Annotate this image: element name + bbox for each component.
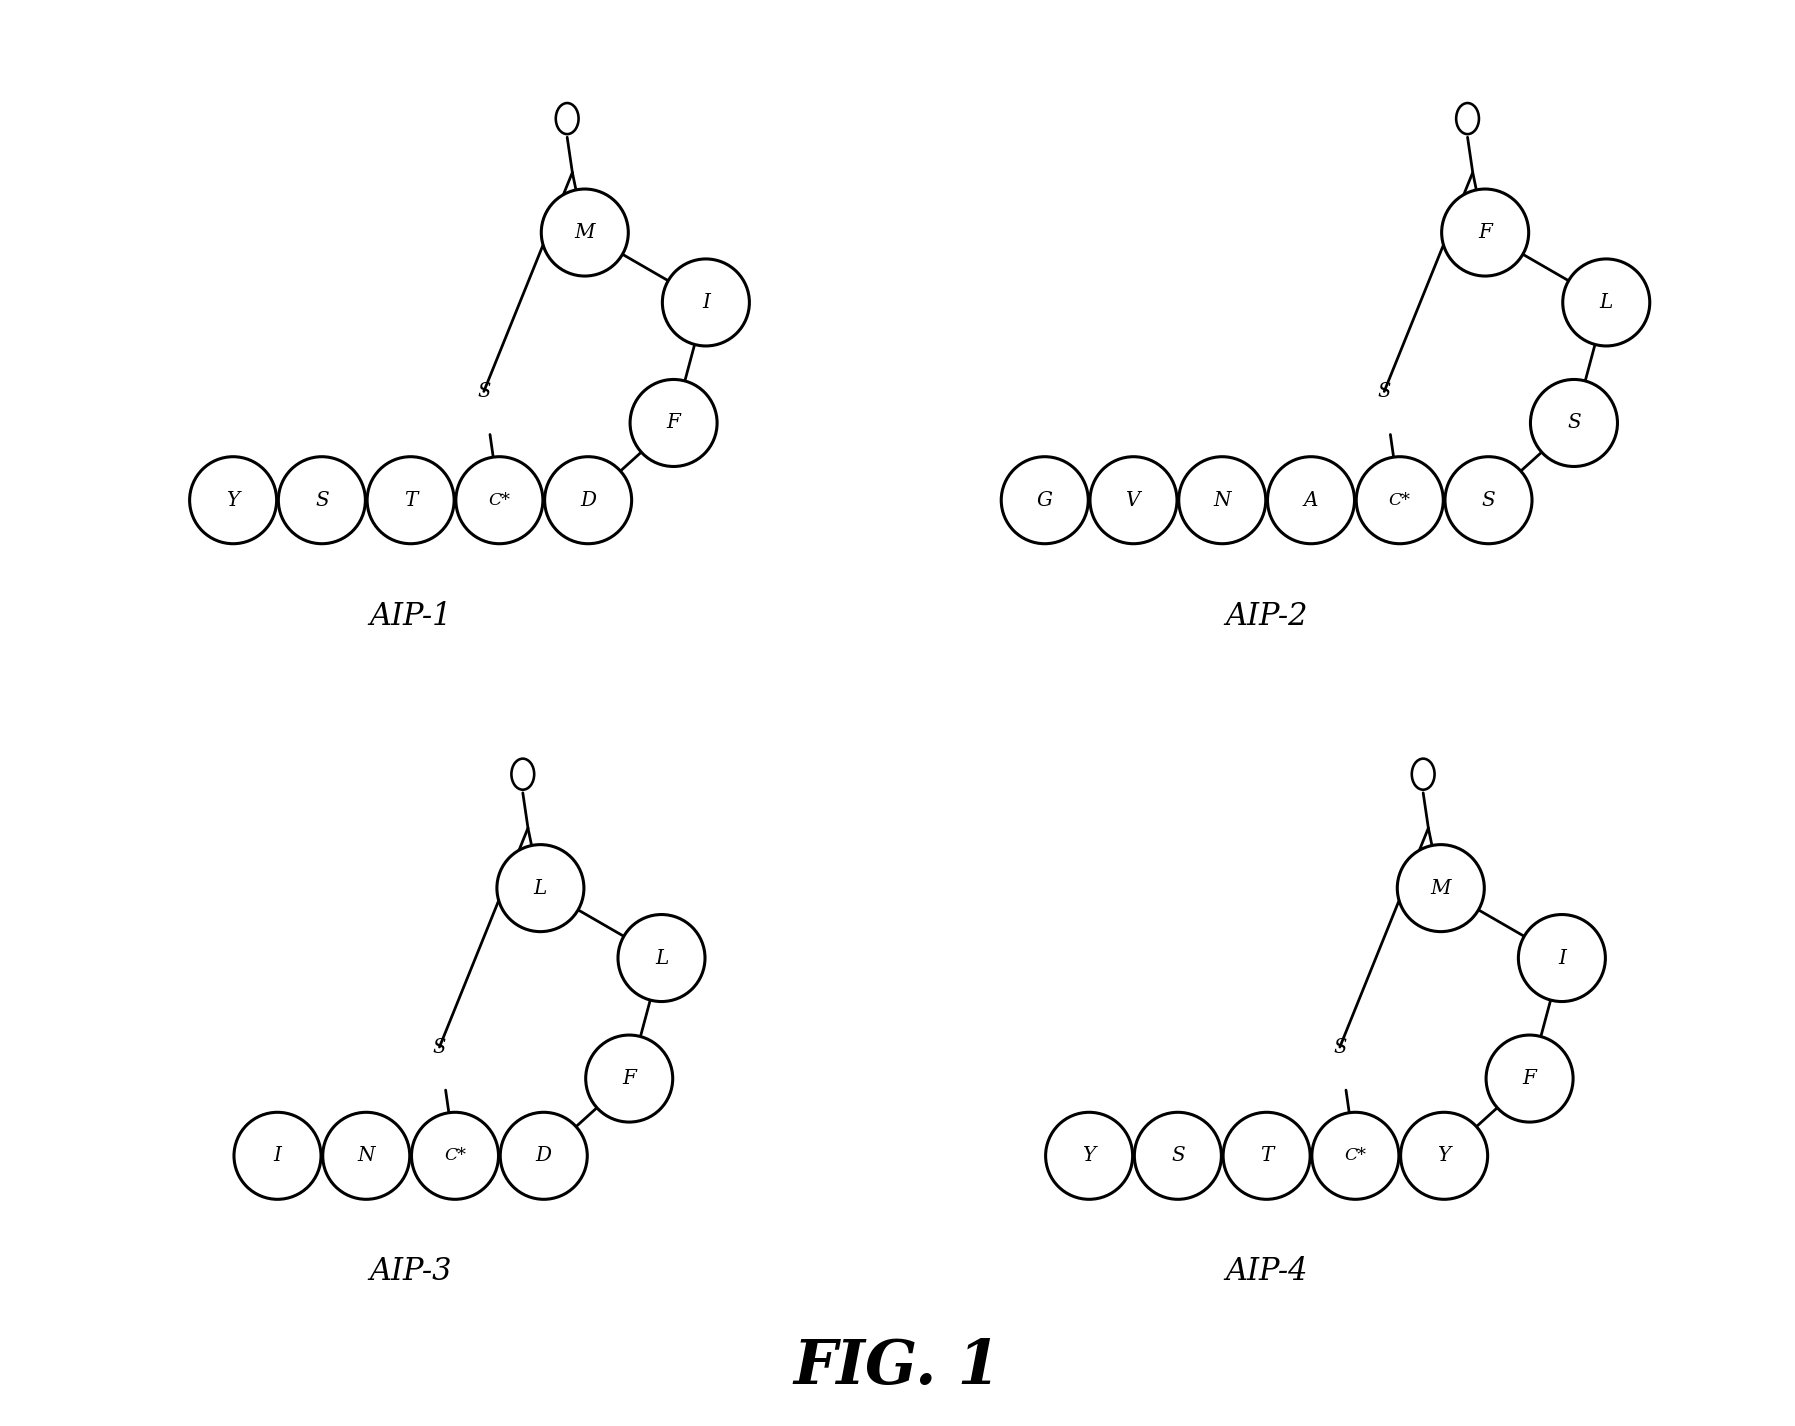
Text: M: M xyxy=(1431,878,1450,897)
Text: S: S xyxy=(314,491,328,509)
Text: D: D xyxy=(580,491,596,509)
Circle shape xyxy=(233,1112,321,1199)
Circle shape xyxy=(368,456,454,543)
Text: AIP-4: AIP-4 xyxy=(1226,1256,1309,1288)
Circle shape xyxy=(278,456,366,543)
Circle shape xyxy=(1002,456,1088,543)
Circle shape xyxy=(630,379,716,466)
Circle shape xyxy=(501,1112,587,1199)
Text: S: S xyxy=(433,1038,447,1057)
Text: F: F xyxy=(1522,1070,1537,1088)
Text: M: M xyxy=(574,222,594,242)
Circle shape xyxy=(1486,1035,1572,1122)
Circle shape xyxy=(1563,260,1650,347)
Circle shape xyxy=(190,456,276,543)
Text: AIP-3: AIP-3 xyxy=(370,1256,452,1288)
Circle shape xyxy=(1046,1112,1133,1199)
Text: N: N xyxy=(357,1147,375,1165)
Circle shape xyxy=(1312,1112,1398,1199)
Circle shape xyxy=(1134,1112,1221,1199)
Circle shape xyxy=(323,1112,409,1199)
Circle shape xyxy=(1441,190,1529,277)
Text: L: L xyxy=(533,878,547,897)
Circle shape xyxy=(585,1035,673,1122)
Text: I: I xyxy=(1558,948,1565,967)
Text: FIG. 1: FIG. 1 xyxy=(793,1338,1002,1397)
Text: S: S xyxy=(1334,1038,1346,1057)
Text: I: I xyxy=(702,292,709,312)
Circle shape xyxy=(1357,456,1443,543)
Text: C*: C* xyxy=(1344,1148,1366,1164)
Circle shape xyxy=(1397,844,1484,931)
Text: I: I xyxy=(273,1147,282,1165)
Text: Y: Y xyxy=(1438,1147,1450,1165)
Text: Y: Y xyxy=(226,491,241,509)
Text: F: F xyxy=(666,414,680,432)
Circle shape xyxy=(542,190,628,277)
Circle shape xyxy=(1179,456,1265,543)
Text: S: S xyxy=(477,382,490,401)
Circle shape xyxy=(544,456,632,543)
Circle shape xyxy=(1519,914,1605,1001)
Text: S: S xyxy=(1567,414,1581,432)
Text: S: S xyxy=(1481,491,1495,509)
Circle shape xyxy=(1090,456,1178,543)
Text: L: L xyxy=(1599,292,1614,312)
Circle shape xyxy=(1400,1112,1488,1199)
Text: AIP-2: AIP-2 xyxy=(1226,600,1309,632)
Circle shape xyxy=(662,260,749,347)
Text: C*: C* xyxy=(1389,492,1411,509)
Text: C*: C* xyxy=(443,1148,467,1164)
Text: T: T xyxy=(1260,1147,1273,1165)
Text: D: D xyxy=(535,1147,551,1165)
Circle shape xyxy=(617,914,705,1001)
Circle shape xyxy=(1222,1112,1310,1199)
Text: C*: C* xyxy=(488,492,510,509)
Text: N: N xyxy=(1213,491,1231,509)
Text: S: S xyxy=(1170,1147,1185,1165)
Circle shape xyxy=(1531,379,1617,466)
Text: S: S xyxy=(1377,382,1391,401)
Circle shape xyxy=(456,456,542,543)
Circle shape xyxy=(411,1112,499,1199)
Circle shape xyxy=(1445,456,1531,543)
Text: L: L xyxy=(655,948,668,967)
Text: T: T xyxy=(404,491,416,509)
Text: F: F xyxy=(1479,222,1492,242)
Circle shape xyxy=(497,844,583,931)
Text: AIP-1: AIP-1 xyxy=(370,600,452,632)
Text: G: G xyxy=(1038,491,1052,509)
Text: V: V xyxy=(1125,491,1142,509)
Text: A: A xyxy=(1303,491,1318,509)
Text: Y: Y xyxy=(1082,1147,1095,1165)
Text: F: F xyxy=(623,1070,635,1088)
Circle shape xyxy=(1267,456,1355,543)
